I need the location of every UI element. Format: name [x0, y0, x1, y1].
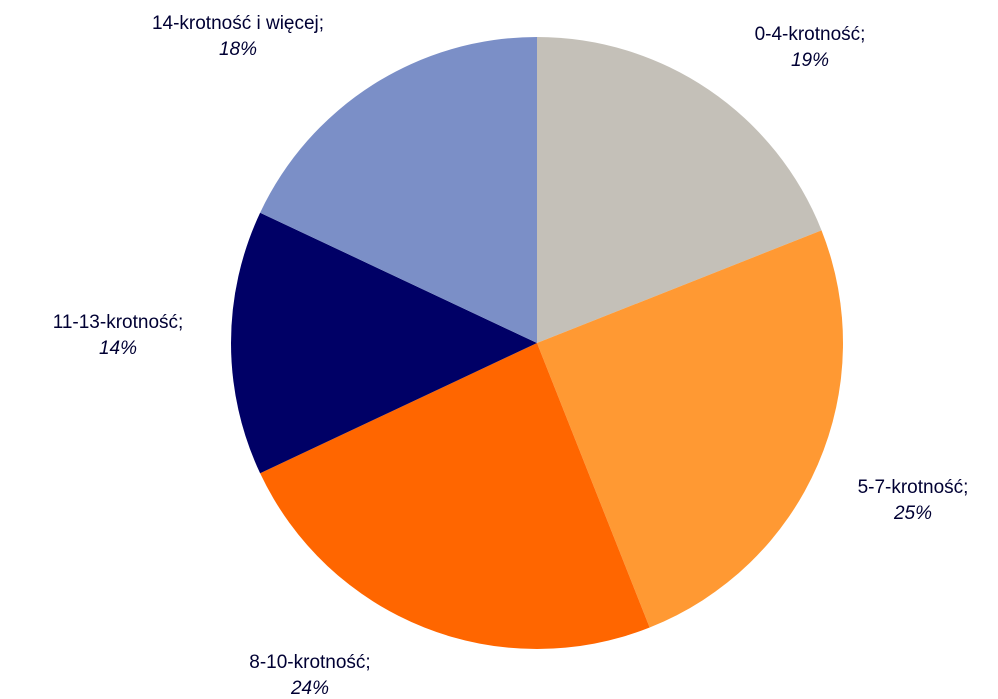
pie-slice	[231, 212, 537, 474]
slice-label: 0-4-krotność;	[755, 24, 866, 45]
slice-value-label: 19%	[791, 50, 829, 71]
slice-value-label: 18%	[219, 39, 257, 60]
slice-value-label: 24%	[290, 678, 329, 699]
pie-slice	[260, 37, 537, 343]
slice-value-label: 25%	[893, 503, 932, 524]
pie-slice	[537, 230, 844, 628]
pie-slice	[537, 37, 822, 343]
slice-label: 14-krotność i więcej;	[152, 13, 324, 34]
slice-label: 8-10-krotność;	[249, 652, 370, 673]
pie-slice	[260, 343, 650, 649]
slice-label: 5-7-krotność;	[858, 477, 969, 498]
slice-label: 11-13-krotność;	[53, 312, 184, 333]
slice-value-label: 14%	[99, 338, 137, 359]
